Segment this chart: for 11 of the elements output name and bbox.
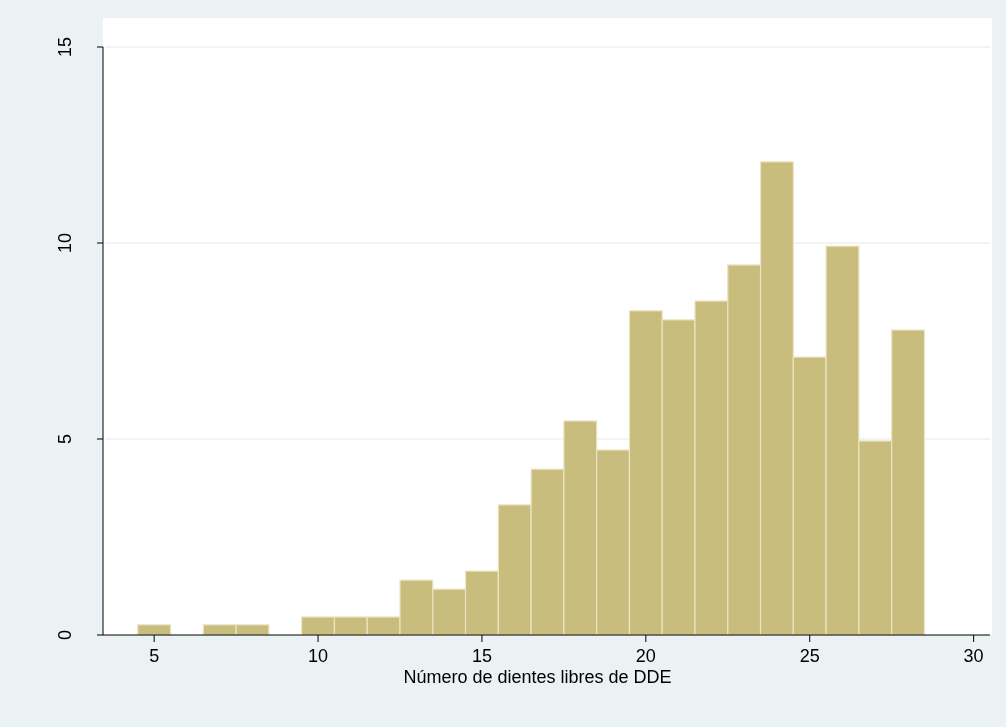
x-tick-label: 25 [799, 646, 820, 666]
y-tick-label: 0 [55, 629, 75, 641]
x-tick-label: 10 [308, 646, 329, 666]
x-tick-label: 20 [635, 646, 656, 666]
y-tick-label: 10 [55, 232, 75, 254]
y-tick-label: 5 [55, 433, 75, 445]
x-tick-label: 30 [963, 646, 984, 666]
x-tick-label: 15 [471, 646, 492, 666]
y-tick-label: 15 [55, 36, 75, 58]
x-tick-label: 5 [149, 646, 160, 666]
x-axis-title: Número de dientes libres de DDE [403, 666, 672, 687]
